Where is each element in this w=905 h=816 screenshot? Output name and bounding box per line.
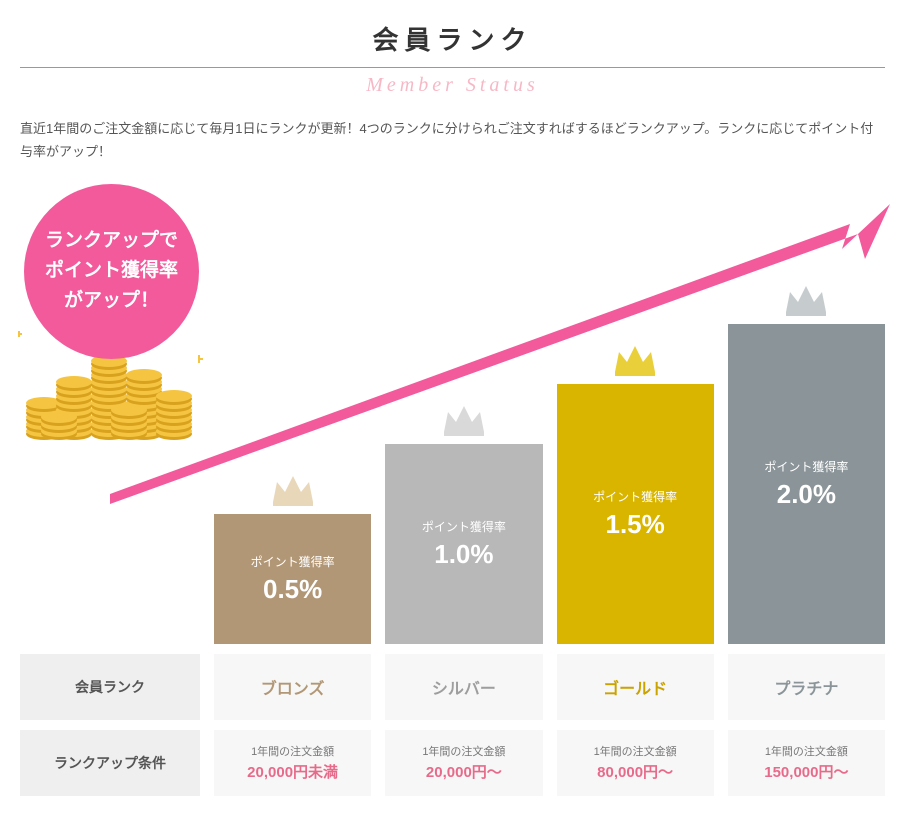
row-header-condition: ランクアップ条件: [20, 730, 200, 796]
rank-chart: ランクアップでポイント獲得率がアップ！ ポイント獲得率 0.5% ポイント獲得率…: [20, 174, 885, 644]
bar-gold: ポイント獲得率 1.5%: [557, 384, 714, 644]
header: 会員ランク Member Status: [20, 20, 885, 97]
promo-badge-circle: ランクアップでポイント獲得率がアップ！: [24, 184, 199, 359]
page-subtitle: Member Status: [20, 74, 885, 97]
cond-value: 20,000円未満: [247, 761, 338, 782]
cond-label: 1年間の注文金額: [422, 743, 505, 759]
cell-rank-bronze: ブロンズ: [214, 654, 371, 720]
crown-icon: [269, 472, 317, 508]
table-row-rank: 会員ランク ブロンズ シルバー ゴールド プラチナ: [20, 654, 885, 720]
cell-cond-platinum: 1年間の注文金額 150,000円～: [728, 730, 885, 796]
promo-badge: ランクアップでポイント獲得率がアップ！: [14, 184, 234, 359]
rate-value: 1.0%: [434, 539, 493, 570]
cell-rank-gold: ゴールド: [557, 654, 714, 720]
cell-cond-gold: 1年間の注文金額 80,000円～: [557, 730, 714, 796]
bar-col-platinum: ポイント獲得率 2.0%: [728, 282, 885, 644]
rate-value: 2.0%: [777, 479, 836, 510]
cond-label: 1年間の注文金額: [765, 743, 848, 759]
rate-label: ポイント獲得率: [422, 518, 506, 535]
bar-bronze: ポイント獲得率 0.5%: [214, 514, 371, 644]
cond-value: 150,000円～: [764, 761, 848, 782]
rank-table: 会員ランク ブロンズ シルバー ゴールド プラチナ ランクアップ条件 1年間の注…: [20, 654, 885, 796]
divider: [20, 67, 885, 68]
crown-icon: [782, 282, 830, 318]
table-row-condition: ランクアップ条件 1年間の注文金額 20,000円未満 1年間の注文金額 20,…: [20, 730, 885, 796]
bar-col-gold: ポイント獲得率 1.5%: [557, 342, 714, 644]
row-header-rank: 会員ランク: [20, 654, 200, 720]
cond-label: 1年間の注文金額: [251, 743, 334, 759]
rank-name: シルバー: [432, 675, 496, 699]
page-title: 会員ランク: [20, 20, 885, 57]
rate-label: ポイント獲得率: [593, 488, 677, 505]
rate-value: 0.5%: [263, 574, 322, 605]
description-text: 直近1年間のご注文金額に応じて毎月1日にランクが更新！4つのランクに分けられご注…: [20, 117, 885, 164]
cond-label: 1年間の注文金額: [594, 743, 677, 759]
bar-platinum: ポイント獲得率 2.0%: [728, 324, 885, 644]
cell-cond-bronze: 1年間の注文金額 20,000円未満: [214, 730, 371, 796]
rate-label: ポイント獲得率: [251, 553, 335, 570]
bar-col-bronze: ポイント獲得率 0.5%: [214, 472, 371, 644]
promo-badge-text: ランクアップでポイント獲得率がアップ！: [45, 226, 178, 317]
rank-name: ブロンズ: [261, 675, 325, 699]
cell-rank-silver: シルバー: [385, 654, 542, 720]
rank-name: ゴールド: [603, 675, 667, 699]
rate-label: ポイント獲得率: [764, 458, 848, 475]
rank-name: プラチナ: [774, 675, 838, 699]
rate-value: 1.5%: [605, 509, 664, 540]
crown-icon: [440, 402, 488, 438]
cond-value: 80,000円～: [597, 761, 673, 782]
bar-silver: ポイント獲得率 1.0%: [385, 444, 542, 644]
cond-value: 20,000円～: [426, 761, 502, 782]
crown-icon: [611, 342, 659, 378]
cell-cond-silver: 1年間の注文金額 20,000円～: [385, 730, 542, 796]
bar-col-silver: ポイント獲得率 1.0%: [385, 402, 542, 644]
cell-rank-platinum: プラチナ: [728, 654, 885, 720]
